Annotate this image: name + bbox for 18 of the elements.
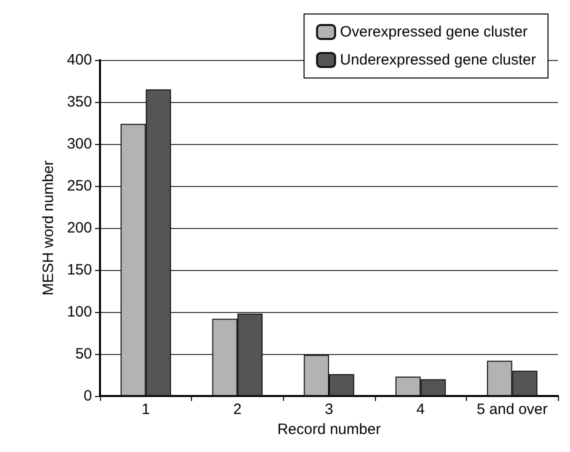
x-axis-title: Record number bbox=[277, 420, 381, 438]
y-tick-label: 250 bbox=[66, 178, 92, 194]
y-tick-label: 0 bbox=[84, 388, 92, 404]
y-tick-label: 300 bbox=[66, 136, 92, 152]
y-tick-label: 150 bbox=[66, 262, 92, 278]
y-tick-label: 350 bbox=[66, 94, 92, 110]
y-tick-label: 200 bbox=[66, 220, 92, 236]
x-tick-label: 3 bbox=[324, 401, 334, 418]
y-tick-label: 50 bbox=[75, 346, 92, 362]
y-tick-label: 100 bbox=[66, 304, 92, 320]
x-tick-label: 1 bbox=[142, 401, 150, 418]
x-tick-label: 5 and over bbox=[476, 401, 548, 418]
legend-label: Overexpressed gene cluster bbox=[340, 24, 528, 40]
y-axis-title: MESH word number bbox=[40, 160, 58, 296]
x-tick-label: 2 bbox=[233, 401, 242, 418]
x-tick-label: 4 bbox=[416, 401, 425, 418]
legend-label: Underexpressed gene cluster bbox=[340, 52, 536, 68]
y-tick-label: 400 bbox=[66, 52, 92, 68]
